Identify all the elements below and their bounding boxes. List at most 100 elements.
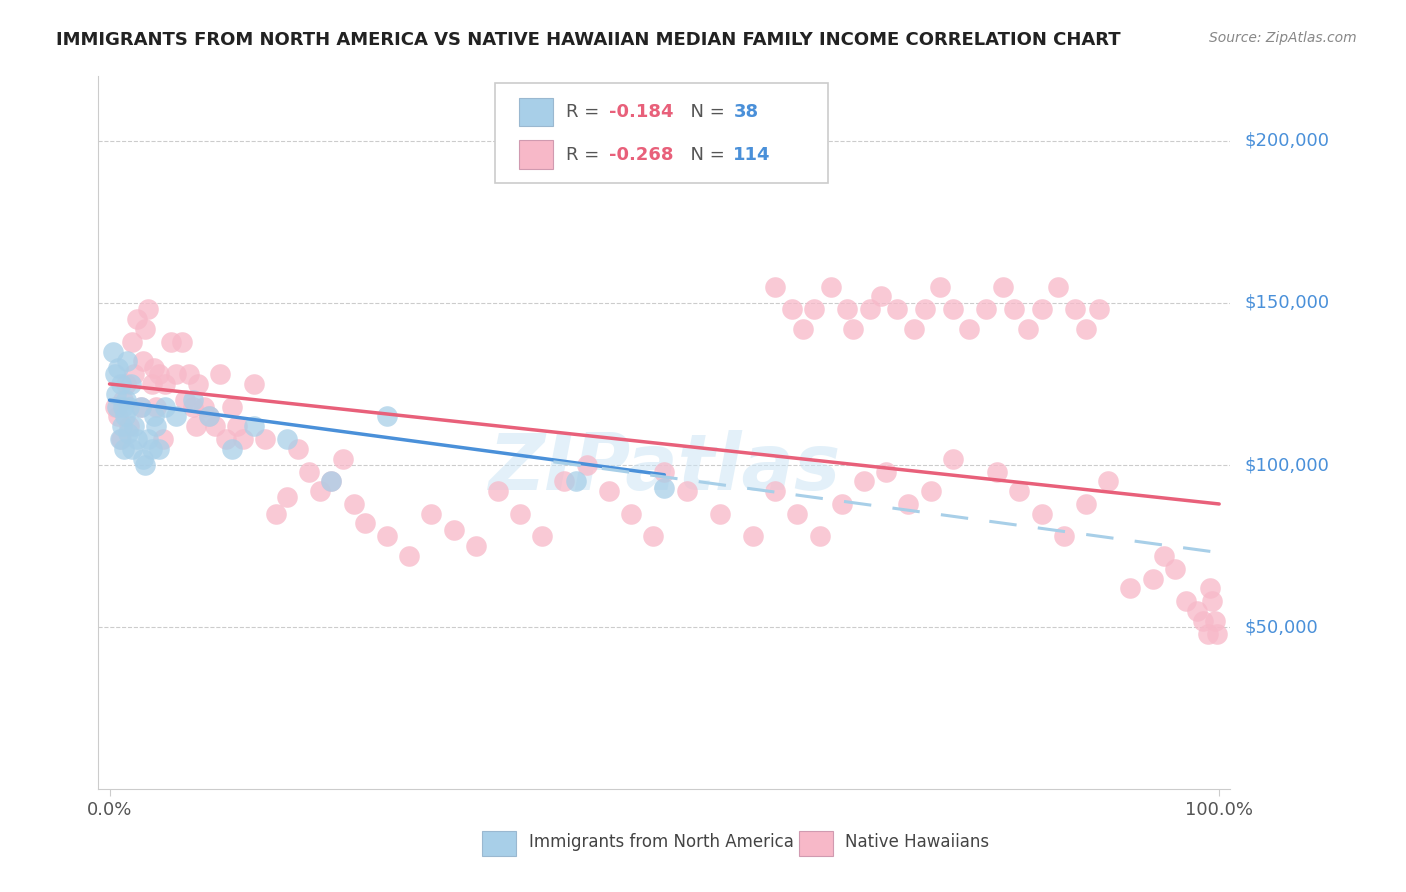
- Point: [652, 481, 675, 495]
- Point: [780, 302, 803, 317]
- Text: ZIPatlas: ZIPatlas: [488, 430, 841, 507]
- Point: [104, 368, 127, 382]
- Point: [1119, 582, 1142, 596]
- FancyBboxPatch shape: [495, 83, 828, 183]
- Point: [110, 376, 132, 391]
- Point: [221, 442, 243, 456]
- Point: [974, 302, 997, 317]
- Point: [138, 302, 160, 317]
- Point: [742, 529, 765, 543]
- FancyBboxPatch shape: [482, 831, 516, 855]
- Point: [129, 400, 152, 414]
- Point: [165, 368, 187, 382]
- Point: [242, 419, 264, 434]
- Text: Immigrants from North America: Immigrants from North America: [529, 833, 793, 851]
- Point: [121, 334, 143, 349]
- Point: [886, 302, 908, 317]
- Point: [1197, 626, 1219, 640]
- Text: Native Hawaiians: Native Hawaiians: [845, 833, 990, 851]
- Point: [842, 322, 865, 336]
- Point: [232, 432, 254, 446]
- Point: [914, 302, 936, 317]
- Text: $200,000: $200,000: [1244, 132, 1329, 150]
- Point: [170, 334, 193, 349]
- Point: [1199, 582, 1222, 596]
- Point: [991, 279, 1014, 293]
- Point: [198, 409, 221, 424]
- Point: [1201, 594, 1223, 608]
- Point: [104, 400, 127, 414]
- Point: [808, 529, 831, 543]
- Point: [181, 393, 204, 408]
- Point: [903, 322, 925, 336]
- Point: [837, 302, 859, 317]
- Point: [575, 458, 598, 472]
- Point: [831, 497, 853, 511]
- Point: [1142, 572, 1164, 586]
- Point: [159, 334, 181, 349]
- Point: [105, 386, 128, 401]
- Point: [1002, 302, 1025, 317]
- Point: [152, 432, 174, 446]
- Point: [1017, 322, 1039, 336]
- FancyBboxPatch shape: [799, 831, 832, 855]
- Point: [215, 432, 238, 446]
- Point: [1206, 626, 1229, 640]
- Point: [132, 451, 155, 466]
- Point: [1064, 302, 1087, 317]
- Point: [643, 529, 665, 543]
- Point: [142, 409, 165, 424]
- Text: -0.268: -0.268: [609, 145, 673, 163]
- Point: [375, 409, 398, 424]
- Point: [105, 400, 128, 414]
- Point: [1053, 529, 1076, 543]
- Point: [1164, 562, 1187, 576]
- Point: [298, 465, 321, 479]
- Point: [920, 483, 942, 498]
- Point: [187, 376, 209, 391]
- Point: [803, 302, 825, 317]
- Point: [117, 354, 139, 368]
- Point: [792, 322, 814, 336]
- Point: [193, 400, 215, 414]
- Point: [1153, 549, 1175, 563]
- Point: [531, 529, 554, 543]
- Point: [675, 483, 697, 498]
- Point: [1097, 475, 1119, 489]
- Point: [264, 507, 287, 521]
- Text: $50,000: $50,000: [1244, 618, 1317, 636]
- Point: [204, 419, 226, 434]
- Point: [122, 419, 145, 434]
- Point: [464, 539, 486, 553]
- Point: [486, 483, 509, 498]
- Point: [145, 419, 167, 434]
- Point: [174, 393, 197, 408]
- Point: [353, 516, 375, 531]
- Point: [111, 400, 134, 414]
- Point: [148, 442, 170, 456]
- Point: [928, 279, 950, 293]
- Point: [112, 442, 135, 456]
- Point: [763, 279, 786, 293]
- Text: Source: ZipAtlas.com: Source: ZipAtlas.com: [1209, 31, 1357, 45]
- Point: [141, 442, 163, 456]
- Point: [443, 523, 465, 537]
- Point: [226, 419, 249, 434]
- Point: [165, 409, 187, 424]
- Point: [321, 475, 343, 489]
- Point: [343, 497, 366, 511]
- Point: [145, 400, 167, 414]
- Point: [117, 425, 139, 440]
- Point: [959, 322, 981, 336]
- Point: [869, 289, 891, 303]
- Point: [114, 409, 136, 424]
- Point: [620, 507, 643, 521]
- Point: [120, 376, 142, 391]
- Text: $100,000: $100,000: [1244, 456, 1329, 474]
- Point: [118, 419, 141, 434]
- Text: N =: N =: [679, 103, 731, 121]
- Point: [897, 497, 920, 511]
- Point: [107, 360, 129, 375]
- Point: [141, 376, 163, 391]
- Text: N =: N =: [679, 145, 731, 163]
